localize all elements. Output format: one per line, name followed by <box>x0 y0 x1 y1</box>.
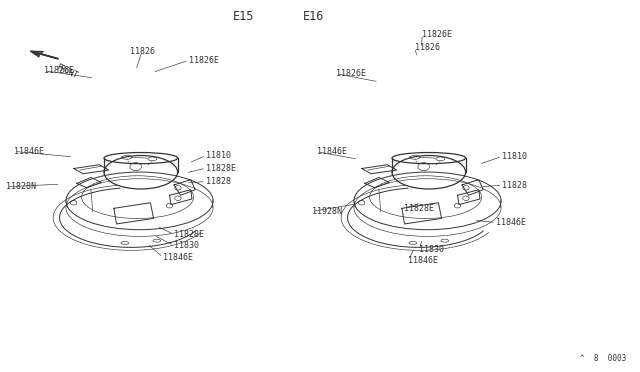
Text: 11830: 11830 <box>174 241 199 250</box>
Text: 11826E: 11826E <box>44 66 74 75</box>
Text: 11826: 11826 <box>129 47 155 56</box>
Text: E15: E15 <box>232 10 254 23</box>
Text: 11828E: 11828E <box>174 230 204 239</box>
Text: 11810: 11810 <box>206 151 231 160</box>
Text: 11828: 11828 <box>206 177 231 186</box>
Text: 11828: 11828 <box>502 181 527 190</box>
Text: 11828N: 11828N <box>6 182 36 191</box>
Text: 11810: 11810 <box>502 152 527 161</box>
Text: 11828E: 11828E <box>206 164 236 173</box>
Text: 11846E: 11846E <box>408 256 438 265</box>
Text: 11828E: 11828E <box>404 204 435 213</box>
Text: 11846E: 11846E <box>496 218 526 227</box>
Text: 11928N: 11928N <box>312 207 342 216</box>
Text: 11830: 11830 <box>419 245 444 254</box>
Text: 11826E: 11826E <box>189 56 219 65</box>
Text: 11846E: 11846E <box>163 253 193 262</box>
Text: FRONT: FRONT <box>54 62 79 80</box>
Text: E16: E16 <box>303 10 324 23</box>
Text: 11846E: 11846E <box>317 147 347 156</box>
Text: 11846E: 11846E <box>14 147 44 156</box>
Text: 11826E: 11826E <box>422 30 452 39</box>
Text: 11826: 11826 <box>415 43 440 52</box>
Text: 11826E: 11826E <box>336 69 366 78</box>
Text: ^  8  0003: ^ 8 0003 <box>580 355 626 363</box>
